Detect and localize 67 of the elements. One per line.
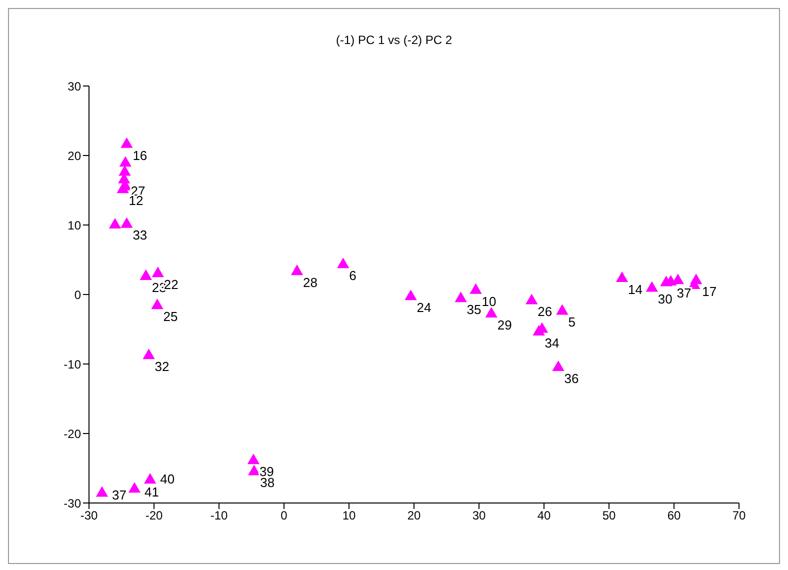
point — [552, 360, 564, 371]
annotation: 5 — [568, 314, 576, 330]
annotation: 36 — [564, 370, 579, 386]
point — [485, 306, 498, 318]
annotation: 41 — [144, 484, 159, 500]
x-tick-label: 0 — [280, 508, 288, 523]
annotation: 37 — [676, 285, 692, 300]
point — [152, 266, 164, 278]
point — [454, 292, 467, 302]
annotation: 10 — [482, 294, 496, 309]
x-tick-label: 10 — [342, 508, 356, 523]
annotation: 35 — [466, 302, 482, 318]
point — [120, 137, 133, 148]
y-tick-label: -10 — [64, 357, 82, 372]
point — [470, 283, 482, 294]
annotation: 33 — [132, 228, 148, 243]
y-tick-label: 20 — [68, 148, 82, 163]
point — [616, 271, 628, 282]
y-tick-label: 10 — [68, 218, 82, 232]
point — [144, 473, 156, 484]
chart-title: (-1) PC 1 vs (-2) PC 2 — [334, 33, 453, 47]
point — [151, 298, 164, 310]
point — [248, 464, 260, 476]
annotation: 29 — [497, 317, 512, 332]
annotation: 34 — [544, 335, 560, 350]
x-tick-label: -30 — [80, 508, 98, 523]
point — [128, 482, 141, 493]
y-tick-label: 0 — [74, 288, 82, 302]
point — [142, 348, 155, 360]
point — [116, 182, 129, 194]
y-tick-label: -30 — [64, 496, 82, 510]
x-tick-label: 50 — [602, 508, 616, 523]
x-tick-label: 40 — [537, 508, 551, 523]
point — [108, 218, 122, 229]
point — [140, 269, 152, 280]
annotation: 14 — [628, 282, 642, 297]
annotation: 17 — [702, 284, 717, 300]
annotation: 16 — [132, 148, 148, 163]
annotation: 40 — [160, 472, 175, 487]
annotation: 30 — [658, 292, 672, 307]
annotation: 25 — [163, 309, 178, 324]
annotation: 32 — [154, 359, 170, 374]
point — [646, 281, 658, 292]
point — [118, 165, 131, 176]
annotation: 26 — [538, 304, 552, 320]
point — [290, 264, 304, 276]
point — [96, 486, 108, 497]
annotation: 38 — [260, 475, 275, 490]
point — [556, 304, 568, 315]
annotation: 6 — [349, 268, 356, 284]
point — [526, 294, 538, 304]
x-tick-label: -10 — [210, 508, 228, 523]
x-tick-label: 70 — [732, 508, 746, 523]
x-tick-label: 20 — [407, 508, 421, 523]
point — [119, 156, 132, 167]
x-tick-label: 60 — [667, 508, 681, 523]
x-tick-label: 30 — [472, 508, 486, 523]
annotation: 37 — [112, 487, 126, 502]
point — [337, 258, 350, 268]
y-tick-label: -20 — [64, 426, 82, 441]
y-tick-label: 30 — [68, 79, 82, 94]
annotation: 24 — [416, 300, 432, 316]
point — [247, 454, 260, 464]
point — [404, 290, 417, 300]
annotation: 28 — [303, 275, 318, 290]
x-tick-label: -20 — [145, 508, 163, 523]
point — [120, 217, 133, 228]
